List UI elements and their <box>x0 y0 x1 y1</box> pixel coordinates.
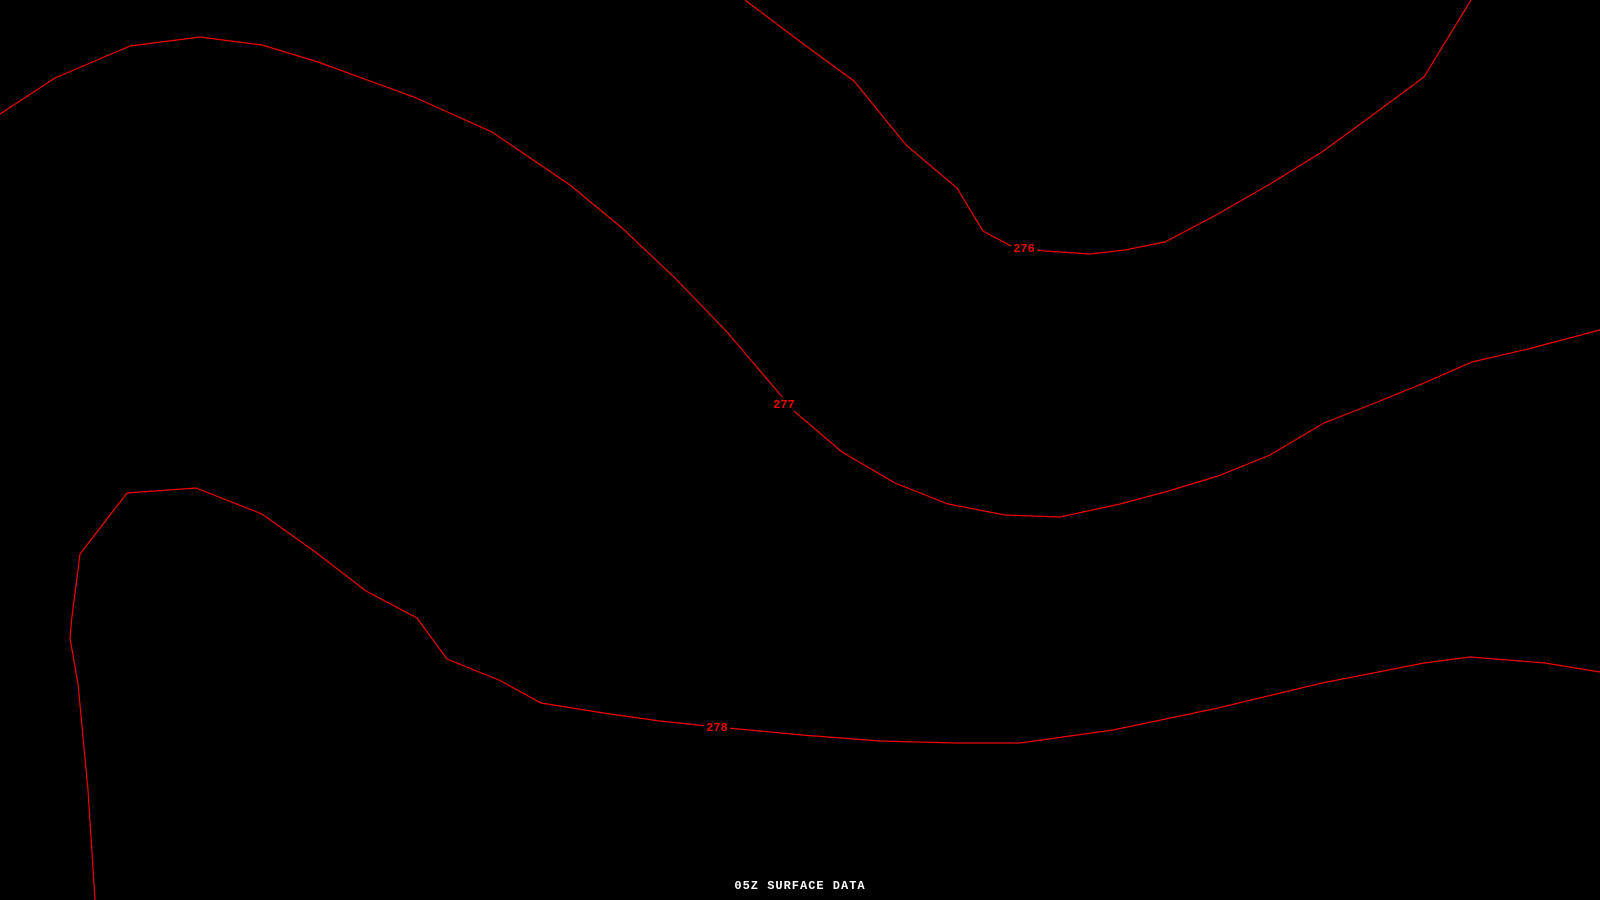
contour-label-mask <box>704 720 730 734</box>
contour-line-277 <box>0 36 1600 518</box>
map-title: 05Z SURFACE DATA <box>734 879 866 893</box>
contour-line-278 <box>69 487 1600 900</box>
contour-label-277: 277 <box>773 398 795 412</box>
contour-label-mask <box>771 397 797 411</box>
contour-label-mask <box>1011 241 1037 255</box>
contour-line-276 <box>744 0 1472 255</box>
contour-label-276: 276 <box>1013 242 1035 256</box>
contour-label-278: 278 <box>706 721 728 735</box>
